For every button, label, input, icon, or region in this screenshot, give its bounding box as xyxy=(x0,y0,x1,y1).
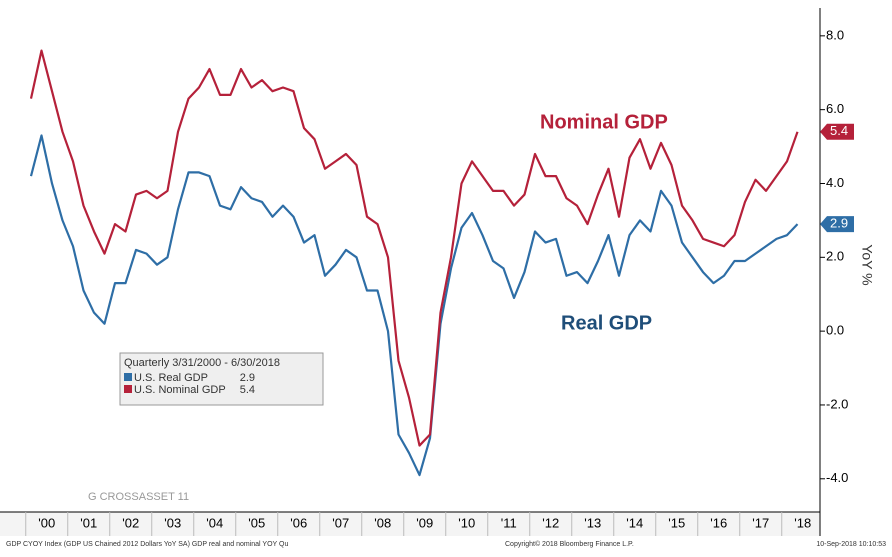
footer-left: GDP CYOY Index (GDP US Chained 2012 Doll… xyxy=(6,541,288,548)
x-tick-label: '17 xyxy=(752,515,769,530)
x-tick-label: '03 xyxy=(164,515,181,530)
x-axis-band xyxy=(0,512,820,536)
legend-label: U.S. Nominal GDP xyxy=(134,384,226,396)
watermark: G CROSSASSET 11 xyxy=(88,491,189,503)
x-tick-label: '01 xyxy=(80,515,97,530)
y-tick-label: -2.0 xyxy=(826,396,848,411)
annotation: Real GDP xyxy=(561,312,652,334)
last-value-tag xyxy=(820,216,854,233)
last-value-label: 5.4 xyxy=(830,123,848,138)
x-tick-label: '10 xyxy=(458,515,475,530)
x-tick-label: '13 xyxy=(584,515,601,530)
last-value-tag xyxy=(820,123,854,140)
last-value-label: 2.9 xyxy=(830,216,848,231)
legend-swatch xyxy=(124,385,132,393)
x-tick-label: '16 xyxy=(710,515,727,530)
x-tick-label: '06 xyxy=(290,515,307,530)
y-tick-label: 8.0 xyxy=(826,27,844,42)
y-tick-label: 4.0 xyxy=(826,175,844,190)
series-line xyxy=(29,49,799,447)
y-axis-label: YoY % xyxy=(859,244,875,285)
legend-value: 2.9 xyxy=(240,372,255,384)
y-tick-label: -4.0 xyxy=(826,470,848,485)
x-tick-label: '14 xyxy=(626,515,643,530)
legend-swatch xyxy=(124,373,132,381)
series-line xyxy=(29,134,799,477)
x-tick-label: '02 xyxy=(122,515,139,530)
x-tick-label: '00 xyxy=(38,515,55,530)
x-tick-label: '18 xyxy=(794,515,811,530)
y-tick-label: 2.0 xyxy=(826,249,844,264)
legend-label: U.S. Real GDP xyxy=(134,372,208,384)
x-tick-label: '12 xyxy=(542,515,559,530)
x-tick-label: '07 xyxy=(332,515,349,530)
x-tick-label: '05 xyxy=(248,515,265,530)
x-tick-label: '09 xyxy=(416,515,433,530)
x-tick-label: '11 xyxy=(501,515,517,530)
x-tick-label: '15 xyxy=(668,515,685,530)
footer-right: 10-Sep-2018 10:10:53 xyxy=(816,541,886,548)
x-tick-label: '08 xyxy=(374,515,391,530)
y-tick-label: 6.0 xyxy=(826,101,844,116)
legend-value: 5.4 xyxy=(240,384,255,396)
footer-center: Copyright© 2018 Bloomberg Finance L.P. xyxy=(505,540,634,548)
y-tick-label: 0.0 xyxy=(826,323,844,338)
legend-box xyxy=(119,352,324,406)
x-tick-label: '04 xyxy=(206,515,223,530)
annotation: Nominal GDP xyxy=(540,111,668,133)
legend-title: Quarterly 3/31/2000 - 6/30/2018 xyxy=(124,357,280,369)
